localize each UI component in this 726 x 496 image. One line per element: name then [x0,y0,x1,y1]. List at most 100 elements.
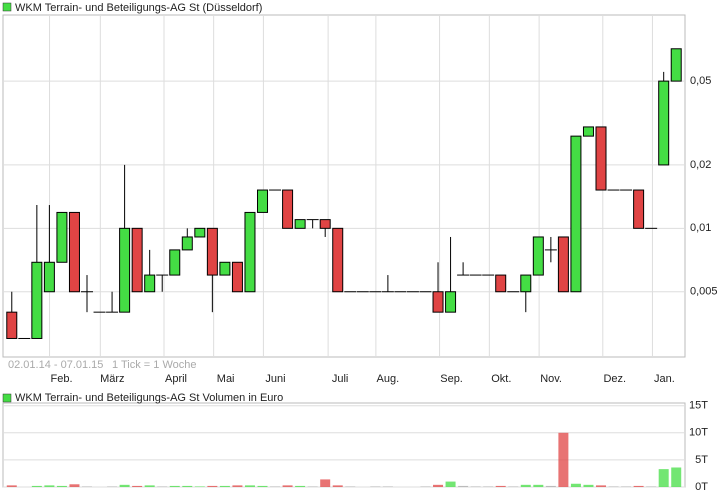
candle-body [31,261,43,339]
volume-bar [445,481,456,487]
candle-body [257,189,269,213]
volume-bar [119,484,130,487]
volume-bar [433,484,444,487]
candle-body [495,274,507,293]
volume-frame [2,402,686,488]
volume-bar [470,486,481,487]
volume-bar [483,486,494,487]
x-tick-label: Feb. [51,373,73,385]
volume-bar [132,485,143,487]
legend-icon [2,2,12,12]
volume-bar [44,485,55,487]
volume-bar [583,484,594,487]
x-tick-label: Okt. [491,373,511,385]
candle-body [169,249,181,276]
candle-body [194,227,206,238]
candle-body [131,227,143,293]
candle-body [557,236,569,293]
candle-body [658,80,670,166]
x-tick-label: Aug. [377,373,400,385]
candle-body [432,291,444,313]
volume-bar [232,485,243,487]
candle-body [670,48,682,82]
volume-bar [169,485,180,487]
candle-body [144,274,156,293]
volume-bar [282,485,293,487]
x-tick-label: April [165,373,187,385]
volume-bar [295,485,306,487]
volume-bar [81,486,92,487]
candle-body [43,261,55,293]
volume-bar [370,486,381,487]
volume-bar [495,485,506,487]
candle-body [68,211,80,293]
volume-bar [6,485,17,487]
y-tick-label: 15T [689,400,708,412]
volume-bar [345,486,356,487]
volume-bar [458,485,469,487]
candle-body [294,219,306,229]
volume-bar [107,486,118,487]
legend-icon [2,393,12,403]
volume-bar [270,486,281,487]
candle-body [119,227,131,313]
candle-body [319,219,331,229]
candle-body [282,189,294,229]
volume-bar [671,467,682,487]
volume-bar [533,484,544,487]
candle-body [244,211,256,293]
volume-bar [420,486,431,487]
candle-body [532,236,544,276]
y-tick-label: 0,005 [690,286,718,298]
x-tick-label: Juli [332,373,349,385]
candle-body [570,135,582,293]
volume-bar [621,486,632,487]
volume-bar [633,485,644,487]
volume-bar [658,469,669,487]
candle-body [206,227,218,276]
volume-bar [144,485,155,487]
volume-bar [219,485,230,487]
x-tick-label: Nov. [540,373,562,385]
y-tick-label: 0,01 [690,222,711,234]
volume-bar [570,483,581,487]
plot-frame [2,14,686,358]
y-tick-label: 5T [695,454,708,466]
volume-bar [545,485,556,487]
volume-bar [558,432,569,487]
candle-body [520,274,532,293]
volume-bar [56,485,67,487]
y-tick-label: 0T [695,481,708,493]
chart-title: WKM Terrain- und Beteiligungs-AG St (Düs… [15,2,262,14]
candle-body [332,227,344,293]
volume-bar [69,484,80,487]
volume-bar [257,485,268,487]
candle-body [56,211,68,263]
candle-body [6,311,18,339]
volume-bar [508,486,519,487]
volume-bar [596,485,607,487]
candle-body [445,291,457,313]
volume-bar [332,485,343,487]
volume-bar [31,485,42,487]
y-tick-label: 10T [689,427,708,439]
volume-bar [608,486,619,487]
volume-bar [244,485,255,487]
volume-bar [382,486,393,487]
candle-body [231,261,243,293]
volume-bar [194,486,205,487]
candle-body [633,189,645,229]
volume-bar [307,486,318,487]
x-tick-label: Mai [217,373,235,385]
candle-body [582,126,594,137]
y-tick-label: 0,05 [690,75,711,87]
x-tick-label: Sep. [440,373,463,385]
volume-bar [207,485,218,487]
volume-bar [182,485,193,487]
tick-note: 1 Tick = 1 Woche [112,359,196,371]
x-tick-label: Jan. [654,373,675,385]
candle-body [219,261,231,276]
x-tick-label: Dez. [603,373,626,385]
volume-bar [646,486,657,487]
date-range: 02.01.14 - 07.01.15 [8,359,103,371]
